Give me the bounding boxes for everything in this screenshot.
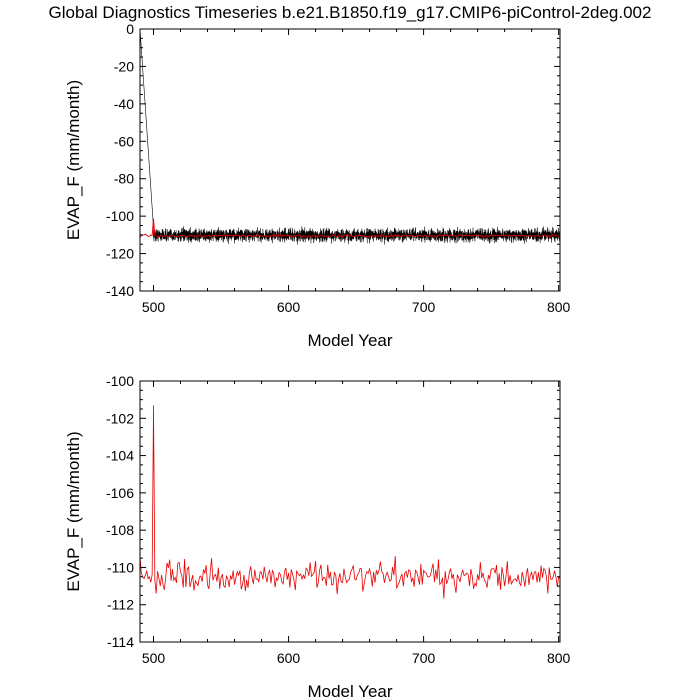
y-tick-label: -112	[107, 597, 134, 613]
y-tick-label: -100	[106, 208, 134, 224]
x-tick-label: 800	[547, 299, 571, 315]
y-tick-label: -40	[114, 96, 134, 112]
x-tick-label: 500	[142, 299, 166, 315]
y-tick-label: -108	[106, 522, 134, 538]
x-axis-title: Model Year	[307, 682, 392, 700]
y-tick-label: -106	[106, 485, 134, 501]
y-tick-label: -100	[106, 373, 134, 389]
series-annual-line	[140, 218, 560, 239]
x-tick-label: 500	[142, 650, 166, 666]
y-axis-title: EVAP_F (mm/month)	[64, 80, 83, 240]
y-tick-label: -104	[106, 448, 134, 464]
y-tick-label: -110	[107, 559, 134, 575]
plot-area	[140, 29, 560, 245]
top-panel: 500 600 700 800 0 -20 -40 -60 -80 -100 -120 -140 Mod…	[64, 21, 571, 350]
x-axis-title: Model Year	[307, 331, 392, 350]
y-tick-label: -20	[114, 58, 134, 74]
y-tick-label: 0	[126, 21, 134, 37]
y-axis-title: EVAP_F (mm/month)	[64, 431, 83, 591]
series-monthly-line	[140, 29, 560, 245]
y-tick-label: -140	[106, 283, 134, 299]
plot-frame	[139, 28, 561, 292]
x-tick-label: 600	[277, 299, 301, 315]
figure-title: Global Diagnostics Timeseries b.e21.B185…	[49, 3, 652, 22]
plot-area	[140, 405, 560, 599]
bottom-panel: 500 600 700 800 -100 -102 -104 -106 -108 -110 -112…	[64, 373, 571, 700]
plot-frame	[139, 380, 561, 643]
y-tick-label: -120	[106, 246, 134, 262]
x-tick-label: 700	[412, 299, 436, 315]
x-tick-label: 600	[277, 650, 301, 666]
series-annual-line	[140, 405, 560, 599]
y-tick-label: -60	[114, 133, 134, 149]
x-tick-label: 700	[412, 650, 436, 666]
y-tick-label: -80	[114, 171, 134, 187]
y-tick-label: -114	[107, 634, 134, 650]
y-tick-label: -102	[106, 410, 134, 426]
x-tick-label: 800	[547, 650, 571, 666]
